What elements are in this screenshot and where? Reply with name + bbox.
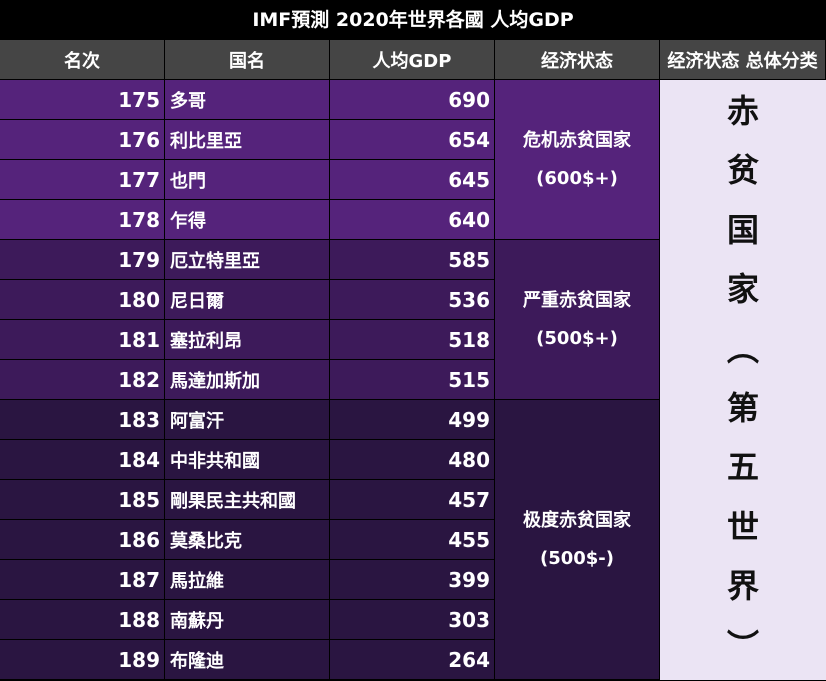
- cell-gdp: 640: [330, 200, 495, 240]
- status-group: 极度赤贫国家 (500$-): [495, 400, 660, 680]
- cell-gdp: 518: [330, 320, 495, 360]
- cell-gdp: 654: [330, 120, 495, 160]
- cell-name: 布隆迪: [165, 640, 330, 680]
- cell-rank: 180: [0, 280, 165, 320]
- status-range: (500$-): [539, 547, 615, 569]
- overall-char: 国: [726, 210, 759, 249]
- cell-name: 塞拉利昂: [165, 320, 330, 360]
- overall-char: 贫: [726, 151, 759, 190]
- cell-rank: 188: [0, 600, 165, 640]
- cell-gdp: 399: [330, 560, 495, 600]
- cell-name: 乍得: [165, 200, 330, 240]
- header-gdp: 人均GDP: [330, 40, 495, 80]
- overall-char: 赤: [726, 92, 759, 130]
- overall-char: 家: [726, 270, 759, 309]
- overall-classification: 赤贫国家 ︵ 第五世界 ︶: [660, 80, 826, 680]
- cell-gdp: 457: [330, 480, 495, 520]
- table-title: IMF預測 2020年世界各國 人均GDP: [0, 0, 826, 40]
- overall-char: 第: [726, 389, 759, 428]
- cell-name: 馬達加斯加: [165, 360, 330, 400]
- cell-name: 南蘇丹: [165, 600, 330, 640]
- cell-gdp: 480: [330, 440, 495, 480]
- cell-name: 馬拉維: [165, 560, 330, 600]
- cell-rank: 185: [0, 480, 165, 520]
- cell-gdp: 690: [330, 80, 495, 120]
- cell-gdp: 515: [330, 360, 495, 400]
- cell-rank: 179: [0, 240, 165, 280]
- cell-gdp: 585: [330, 240, 495, 280]
- cell-rank: 178: [0, 200, 165, 240]
- cell-rank: 175: [0, 80, 165, 120]
- cell-rank: 184: [0, 440, 165, 480]
- status-label: 严重赤贫国家: [523, 289, 631, 311]
- cell-rank: 187: [0, 560, 165, 600]
- status-group: 危机赤贫国家 (600$+): [495, 80, 660, 240]
- status-range: (600$+): [536, 167, 618, 189]
- cell-rank: 181: [0, 320, 165, 360]
- gdp-table: 名次 国名 人均GDP 经济状态 经济状态 总体分类 赤贫国家 ︵ 第五世界 ︶ 17…: [0, 40, 826, 680]
- status-label: 危机赤贫国家: [523, 129, 631, 151]
- cell-rank: 183: [0, 400, 165, 440]
- cell-name: 多哥: [165, 80, 330, 120]
- cell-name: 剛果民主共和國: [165, 480, 330, 520]
- header-status: 经济状态: [495, 40, 660, 80]
- status-group: 严重赤贫国家 (500$+): [495, 240, 660, 400]
- overall-char: 界: [726, 567, 759, 606]
- cell-gdp: 536: [330, 280, 495, 320]
- cell-name: 厄立特里亞: [165, 240, 330, 280]
- cell-gdp: 645: [330, 160, 495, 200]
- cell-gdp: 303: [330, 600, 495, 640]
- header-country: 国名: [165, 40, 330, 80]
- cell-gdp: 264: [330, 640, 495, 680]
- cell-name: 莫桑比克: [165, 520, 330, 560]
- overall-char: 五: [726, 448, 759, 487]
- cell-gdp: 499: [330, 400, 495, 440]
- overall-char: ︵: [726, 329, 759, 368]
- overall-char: 世: [726, 507, 759, 546]
- cell-rank: 176: [0, 120, 165, 160]
- cell-name: 阿富汗: [165, 400, 330, 440]
- cell-name: 利比里亞: [165, 120, 330, 160]
- cell-rank: 177: [0, 160, 165, 200]
- cell-rank: 186: [0, 520, 165, 560]
- cell-name: 尼日爾: [165, 280, 330, 320]
- status-label: 极度赤贫国家: [523, 509, 631, 531]
- cell-rank: 189: [0, 640, 165, 680]
- header-overall: 经济状态 总体分类: [660, 40, 826, 80]
- cell-gdp: 455: [330, 520, 495, 560]
- cell-name: 也門: [165, 160, 330, 200]
- header-rank: 名次: [0, 40, 165, 80]
- overall-char: ︶: [726, 626, 759, 665]
- cell-name: 中非共和國: [165, 440, 330, 480]
- status-range: (500$+): [536, 327, 618, 349]
- cell-rank: 182: [0, 360, 165, 400]
